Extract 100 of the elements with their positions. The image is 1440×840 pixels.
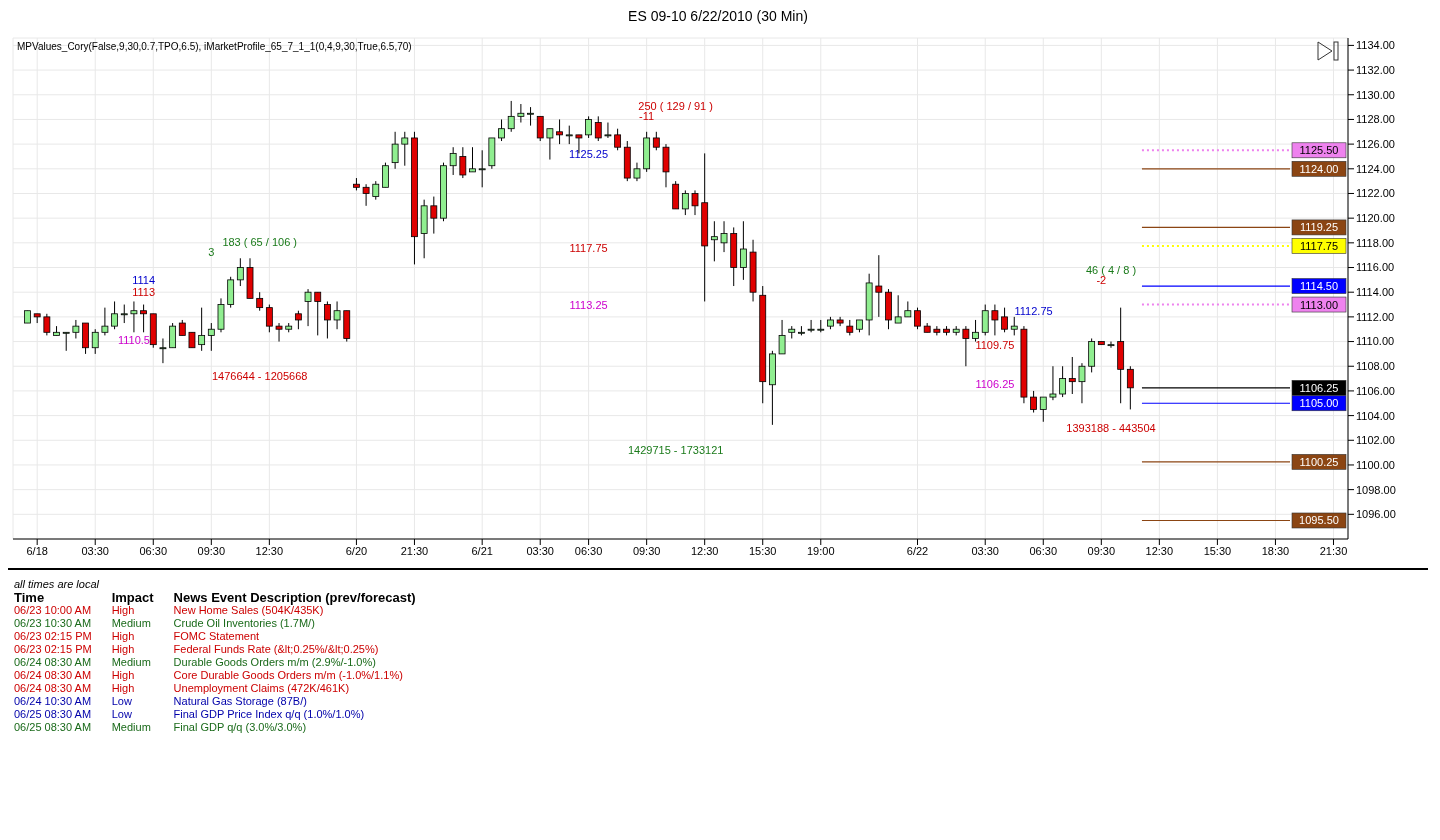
candlestick: [314, 291, 322, 336]
candlestick: [710, 220, 718, 262]
x-tick-label: 06:30: [139, 544, 168, 557]
y-tick-label: 1110.00: [1356, 335, 1395, 348]
text: 06/23 02:15 PM: [14, 643, 93, 656]
candlestick: [914, 307, 921, 330]
candlestick: [478, 149, 486, 188]
text: 06/23 02:15 PM: [14, 630, 93, 643]
candlestick: [604, 122, 612, 139]
candlestick: [1010, 316, 1018, 336]
candlestick: [585, 115, 592, 139]
annotation: MPValues_Cory(False,9,30,0.7,TPO,6.5), iMarketProfile_65_7_1_1(0,4,9,30,True,6.5,70): [17, 41, 412, 52]
candlestick: [275, 322, 283, 343]
annotation: 1114: [132, 274, 156, 286]
x-tick-label: 6/18: [26, 544, 48, 557]
candlestick: [778, 319, 786, 355]
annotation: 183 ( 65 / 106 ): [222, 235, 297, 248]
candlestick: [159, 337, 167, 364]
candlestick: [391, 131, 399, 170]
candlestick: [382, 162, 389, 188]
candlestick: [614, 128, 622, 151]
y-tick-label: 1114.00: [1356, 286, 1395, 299]
ref-line-label: 1119.25: [1299, 221, 1339, 234]
text: Medium: [111, 656, 152, 669]
x-tick-label: 21:30: [1319, 544, 1348, 557]
candlestick: [449, 146, 457, 176]
candlestick: [120, 304, 128, 324]
annotation: 1110.5: [117, 334, 150, 347]
x-tick-label: 21:30: [400, 544, 429, 557]
candlestick: [1068, 356, 1076, 395]
ref-line-label: 1095.50: [1299, 514, 1339, 527]
candlestick: [681, 189, 689, 216]
text: 06/24 08:30 AM: [14, 682, 93, 695]
candlestick: [739, 220, 747, 281]
y-tick-label: 1096.00: [1356, 508, 1396, 521]
text: 06/24 10:30 AM: [14, 695, 93, 708]
text: Time: [14, 590, 46, 605]
candlestick: [1078, 362, 1086, 404]
annotation: 1113.25: [569, 298, 608, 311]
text: High: [111, 630, 136, 643]
candlestick: [652, 131, 660, 151]
y-tick-label: 1100.00: [1356, 458, 1395, 471]
x-tick-label: 09:30: [632, 544, 661, 557]
candlestick: [1126, 365, 1134, 410]
text: FOMC Statement: [173, 630, 261, 643]
x-tick-label: 09:30: [197, 544, 226, 557]
candlestick: [469, 146, 476, 173]
candlestick: [633, 162, 641, 182]
candlestick: [111, 300, 118, 330]
x-tick-label: 18:30: [1261, 544, 1290, 557]
annotation: 1393188 - 443504: [1066, 422, 1156, 435]
y-tick-label: 1132.00: [1356, 63, 1395, 76]
y-tick-label: 1130.00: [1356, 88, 1395, 101]
annotation: 1429715 - 1733121: [627, 444, 724, 457]
ref-line-label: 1113.00: [1299, 298, 1339, 311]
text: Durable Goods Orders m/m (2.9%/-1.0%): [173, 656, 377, 669]
candlestick: [304, 288, 312, 327]
text: Natural Gas Storage (87B/): [173, 695, 308, 708]
x-tick-label: 06:30: [574, 544, 603, 557]
text: Low: [111, 708, 133, 721]
y-tick-label: 1112.00: [1356, 310, 1395, 323]
y-tick-label: 1126.00: [1356, 138, 1395, 151]
text: 06/24 08:30 AM: [14, 656, 93, 669]
candlestick: [236, 257, 244, 287]
annotation: 1117.75: [569, 241, 608, 254]
text: Federal Funds Rate (&lt;0.25%/&lt;0.25%): [173, 643, 380, 656]
x-tick-label: 12:30: [255, 544, 284, 557]
y-tick-label: 1120.00: [1356, 212, 1395, 225]
candlestick: [594, 115, 602, 142]
text: 06/25 08:30 AM: [14, 708, 93, 721]
x-tick-label: 15:30: [1203, 544, 1232, 557]
x-tick-label: 03:30: [971, 544, 999, 557]
candlestick: [265, 304, 273, 333]
x-tick-label: 19:00: [807, 544, 835, 557]
candlestick: [556, 118, 563, 145]
annotation: 3: [208, 245, 215, 258]
candlestick: [91, 328, 99, 355]
annotation: 1113: [132, 285, 156, 298]
text: High: [111, 682, 136, 695]
candlestick: [72, 319, 80, 339]
candlestick: [430, 196, 438, 235]
text: all times are local: [14, 578, 100, 591]
y-tick-label: 1098.00: [1356, 483, 1396, 496]
candlestick: [991, 304, 999, 336]
text: Medium: [111, 721, 152, 734]
x-tick-label: 6/22: [906, 544, 929, 557]
x-tick-label: 12:30: [1145, 544, 1174, 557]
candlestick: [1049, 365, 1057, 401]
y-tick-label: 1108.00: [1356, 360, 1395, 373]
candlestick: [536, 115, 544, 142]
candlestick: [324, 300, 331, 339]
annotation: 1125.25: [569, 148, 609, 161]
ref-line-label: 1125.50: [1299, 144, 1339, 157]
text: Final GDP Price Index q/q (1.0%/1.0%): [173, 708, 366, 721]
candlestick: [256, 291, 264, 312]
ref-line-label: 1106.25: [1299, 381, 1339, 394]
text: Low: [111, 695, 133, 708]
y-tick-label: 1134.00: [1356, 39, 1395, 52]
candlestick: [546, 128, 554, 161]
y-tick-label: 1116.00: [1356, 261, 1395, 274]
